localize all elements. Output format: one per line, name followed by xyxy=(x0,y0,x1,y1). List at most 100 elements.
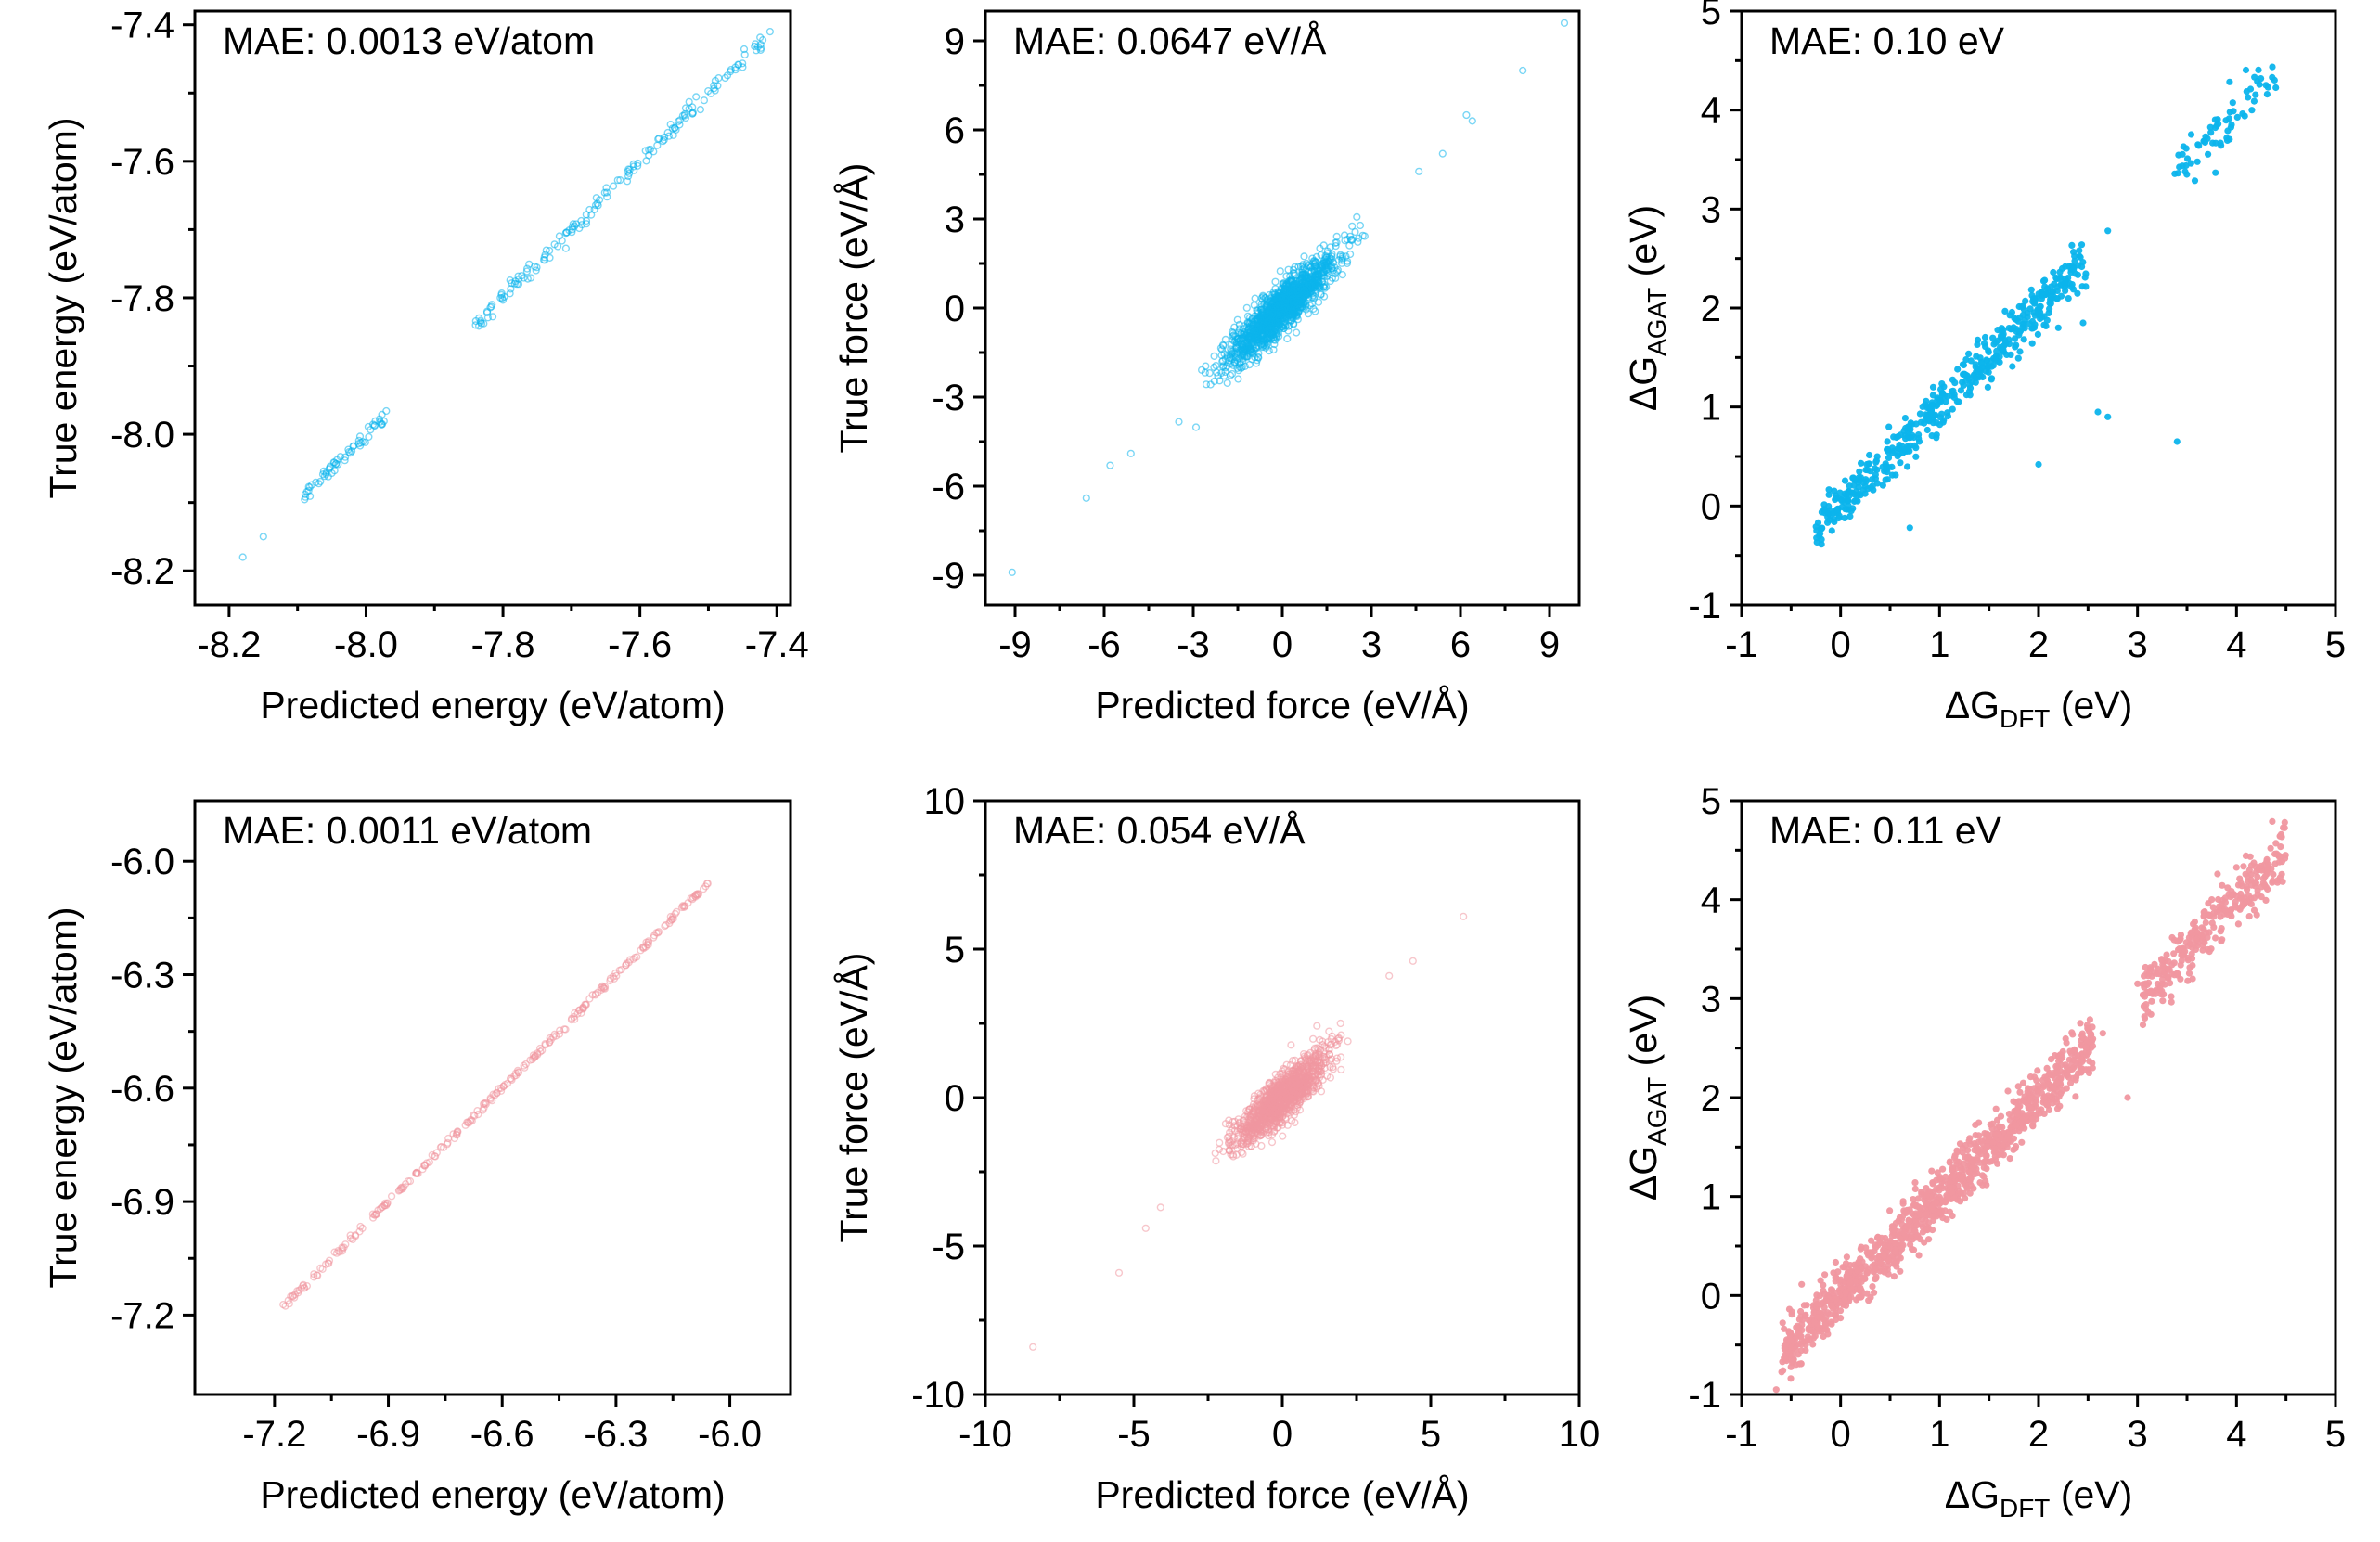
data-point xyxy=(1933,431,1940,439)
data-point xyxy=(1802,1311,1809,1318)
data-point xyxy=(1292,1070,1300,1078)
y-tick-label: 10 xyxy=(924,781,966,822)
data-point xyxy=(625,165,634,174)
data-point xyxy=(1953,1158,1961,1165)
data-point xyxy=(259,533,267,541)
data-point xyxy=(1267,1137,1277,1147)
x-tick-label: -10 xyxy=(958,1414,1012,1455)
data-point xyxy=(1780,1367,1787,1374)
data-point xyxy=(542,246,550,254)
y-tick-label: 4 xyxy=(1701,91,1721,132)
mae-annotation: MAE: 0.0013 eV/atom xyxy=(223,19,595,62)
data-point xyxy=(1818,541,1825,548)
data-point xyxy=(475,314,483,322)
data-point xyxy=(1345,241,1354,250)
data-point xyxy=(1833,507,1840,514)
data-point xyxy=(354,436,363,445)
data-point xyxy=(2017,327,2025,334)
y-tick-label: -10 xyxy=(911,1375,965,1416)
data-point xyxy=(1913,1221,1921,1228)
data-point xyxy=(1319,273,1329,281)
data-point xyxy=(515,275,523,284)
data-point xyxy=(2182,145,2190,152)
data-point xyxy=(1793,1324,1800,1331)
data-point xyxy=(2269,73,2276,81)
data-point xyxy=(488,313,497,321)
data-point xyxy=(1279,1132,1287,1140)
data-point xyxy=(310,1273,318,1281)
data-point xyxy=(2053,287,2061,295)
data-point xyxy=(1284,1096,1293,1105)
x-axis-label: Predicted force (eV/Å) xyxy=(1095,684,1469,726)
data-point xyxy=(2009,363,2016,370)
data-point xyxy=(336,453,345,461)
data-point xyxy=(571,222,579,231)
data-point xyxy=(1322,261,1331,269)
data-point xyxy=(696,105,705,114)
data-point xyxy=(1994,1160,2001,1167)
data-point xyxy=(1256,311,1265,319)
data-point xyxy=(1813,534,1820,542)
data-point xyxy=(2013,341,2020,349)
y-axis-label: True force (eV/Å) xyxy=(832,163,875,454)
y-tick-label: 0 xyxy=(945,1078,965,1119)
data-point xyxy=(2036,1110,2043,1117)
data-point xyxy=(1832,1316,1840,1324)
chart-panel-bottom-left: -7.2 -6.9 -6.6 -6.3 -6.0-7.2-6.9-6.6-6.3-6.0… xyxy=(42,799,792,1516)
data-point xyxy=(1226,1138,1235,1147)
data-point xyxy=(1258,342,1267,351)
y-tick-label: 3 xyxy=(945,199,965,240)
data-point xyxy=(238,553,247,561)
y-tick-label: -9 xyxy=(932,556,965,597)
data-point xyxy=(1226,371,1235,379)
data-point xyxy=(1233,315,1241,324)
x-tick-label: 0 xyxy=(1272,1414,1293,1455)
y-tick-label: -8.2 xyxy=(110,551,174,592)
data-point xyxy=(1294,1099,1304,1109)
data-point xyxy=(1276,267,1284,276)
data-point xyxy=(1980,340,1988,347)
mae-annotation: MAE: 0.0011 eV/atom xyxy=(223,809,592,852)
data-point xyxy=(707,89,715,97)
data-point xyxy=(2233,113,2241,121)
x-tick-label: -8.2 xyxy=(197,624,261,665)
data-point xyxy=(522,267,532,276)
data-point xyxy=(1156,1203,1164,1212)
data-point xyxy=(520,1061,528,1070)
data-point xyxy=(1311,307,1319,315)
data-point xyxy=(2050,1085,2057,1093)
data-point xyxy=(1227,1150,1235,1159)
data-point xyxy=(2038,289,2045,296)
data-point xyxy=(2212,169,2219,176)
data-point xyxy=(2062,276,2069,283)
data-point xyxy=(1969,1158,1976,1166)
data-points-bottom-middle xyxy=(1029,912,1468,1351)
data-point xyxy=(1852,1278,1859,1285)
data-point xyxy=(2071,257,2078,264)
data-point xyxy=(2041,276,2049,284)
data-point xyxy=(365,432,373,442)
data-point xyxy=(1905,444,1912,452)
data-point xyxy=(1823,1298,1831,1305)
data-point xyxy=(344,445,353,454)
mae-annotation: MAE: 0.10 eV xyxy=(1769,19,2005,62)
data-point xyxy=(1029,1343,1037,1351)
data-point xyxy=(2079,319,2087,327)
data-point xyxy=(1329,1065,1337,1073)
data-point xyxy=(1281,295,1290,304)
x-tick-label: 0 xyxy=(1272,624,1293,665)
data-point xyxy=(1828,1320,1835,1328)
data-point xyxy=(2068,1061,2076,1069)
data-point xyxy=(1984,383,1991,391)
data-point xyxy=(1843,1272,1850,1279)
data-point xyxy=(2056,1102,2064,1110)
data-point xyxy=(2026,1097,2034,1104)
data-point xyxy=(2014,354,2022,362)
data-point xyxy=(1971,1171,1978,1178)
data-point xyxy=(1227,345,1235,353)
data-point xyxy=(1888,463,1896,470)
data-point xyxy=(631,953,639,962)
data-point xyxy=(1291,1066,1300,1075)
